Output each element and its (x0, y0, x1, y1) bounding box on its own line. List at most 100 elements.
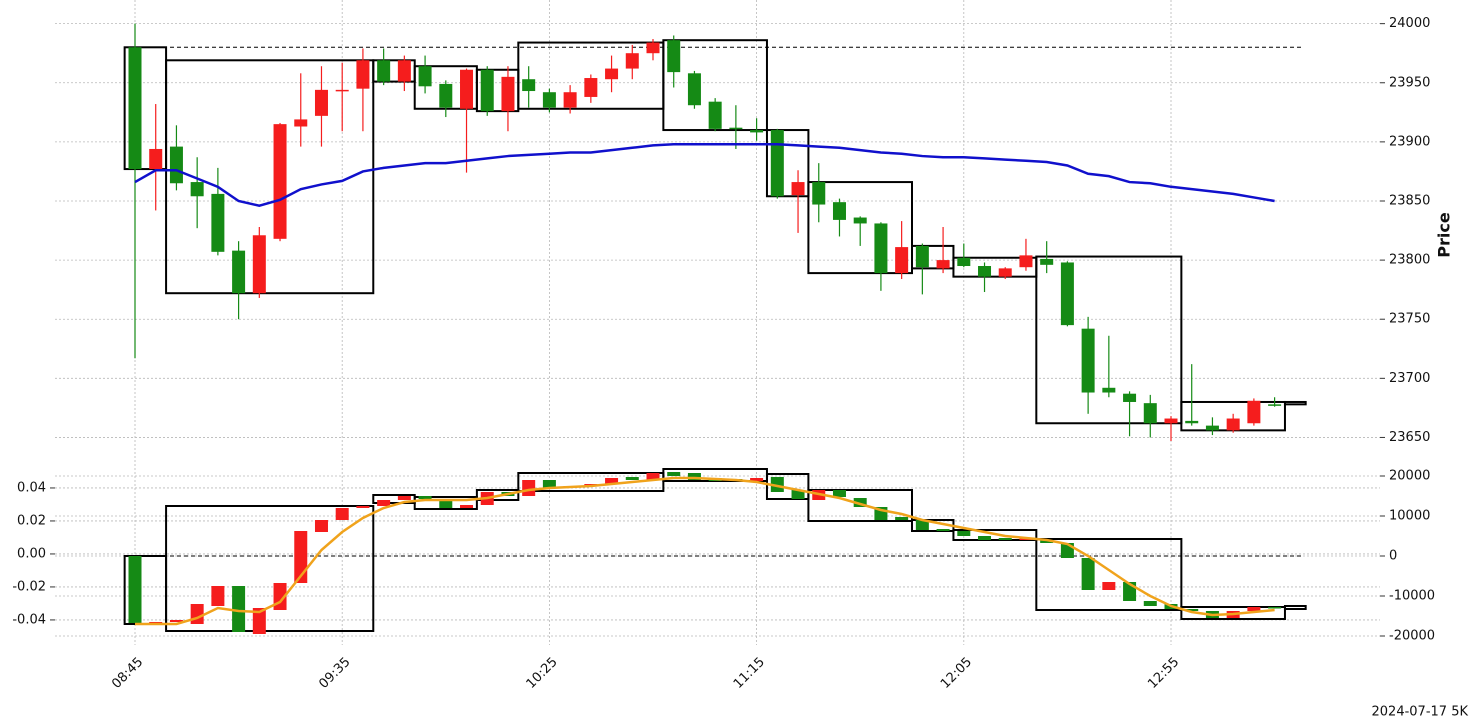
candle-body (625, 53, 639, 69)
candle-body (211, 193, 225, 252)
candle-body (936, 260, 950, 269)
y-tick-label: 10000 (1389, 509, 1430, 524)
y2-tick-label: 0.00 (17, 546, 46, 561)
candle-body (832, 490, 846, 497)
range-box (1283, 605, 1307, 610)
candle-body (397, 496, 411, 500)
candle-body (190, 182, 204, 197)
footer: 2024-07-17 5K (1372, 705, 1469, 720)
candle-body (1205, 425, 1219, 431)
candle-body (667, 40, 681, 73)
y-axis-label: Price (1435, 212, 1454, 258)
candle-body (915, 245, 929, 268)
range-box (475, 489, 520, 501)
candle-body (563, 92, 577, 108)
candle-body (978, 266, 992, 277)
candle-body (314, 520, 328, 532)
candle-body (812, 182, 826, 205)
y-tick-label: 0 (1389, 549, 1397, 564)
candle-body (750, 130, 764, 133)
candle-body (1185, 609, 1199, 611)
candle-body (646, 473, 660, 480)
candle-body (542, 92, 556, 108)
y-tick-label: -10000 (1389, 589, 1435, 604)
candle-body (895, 517, 909, 520)
candle-body (169, 146, 183, 184)
candle-body (1081, 328, 1095, 393)
candle-body (1019, 255, 1033, 268)
y-tick-label: 23800 (1389, 253, 1430, 268)
candle-body (542, 480, 556, 488)
candle-body (998, 268, 1012, 277)
candle-body (377, 60, 391, 82)
candle-body (377, 500, 391, 506)
candle-body (687, 73, 701, 106)
candle-body (1102, 582, 1116, 590)
candle-body (1040, 258, 1054, 265)
candle-body (169, 620, 183, 622)
y-tick-label: 23900 (1389, 134, 1430, 149)
average-line (134, 142, 1275, 208)
range-box (765, 129, 810, 198)
candle-body (211, 586, 225, 606)
average-line (135, 476, 1275, 626)
y-tick-label: 23650 (1389, 430, 1430, 445)
y2-tick-label: -0.04 (12, 612, 46, 627)
candle-body (273, 124, 287, 239)
y2-tick-label: 0.02 (17, 513, 46, 528)
y-tick-label: 24000 (1389, 16, 1430, 31)
candle-body (791, 182, 805, 196)
candle-body (584, 78, 598, 97)
candle-body (1226, 418, 1240, 431)
candle-body (356, 60, 370, 89)
candle-body (314, 89, 328, 116)
y2-tick-label: 0.04 (17, 480, 46, 495)
candle-body (1164, 418, 1178, 424)
candle-body (149, 148, 163, 170)
candle-body (232, 250, 246, 294)
range-box (1180, 606, 1286, 620)
y-tick-label: 23750 (1389, 312, 1430, 327)
candle-body (750, 478, 764, 481)
candle-body (1102, 387, 1116, 393)
candle-body (1040, 540, 1054, 543)
candle-body (895, 247, 909, 274)
candle-body (832, 202, 846, 220)
candle-body (957, 257, 971, 267)
candle-body (853, 498, 867, 507)
candle-body (522, 79, 536, 92)
y-tick-label: 20000 (1389, 469, 1430, 484)
candle-body (501, 76, 515, 112)
candle-body (522, 480, 536, 496)
candle-body (978, 536, 992, 540)
range-box (952, 529, 1038, 541)
candle-body (1268, 607, 1282, 609)
range-box (165, 59, 375, 295)
candle-body (770, 477, 784, 492)
range-box (413, 496, 478, 510)
y-tick-label: 23700 (1389, 371, 1430, 386)
candle-body (460, 69, 474, 109)
candle-body (252, 608, 266, 634)
candle-body (874, 223, 888, 274)
candle-body (1268, 404, 1282, 406)
range-box (165, 505, 375, 632)
candle-body (1143, 403, 1157, 424)
candle-body (480, 69, 494, 112)
range-box (807, 181, 914, 275)
candle-body (397, 60, 411, 82)
candle-body (936, 529, 950, 531)
candle-body (708, 101, 722, 129)
candle-body (1143, 601, 1157, 606)
x-tick-label: 12:55 (1145, 655, 1182, 692)
candle-body (418, 496, 432, 499)
candle-body (1185, 420, 1199, 424)
y2-tick-label: -0.02 (12, 579, 46, 594)
candle-body (1060, 262, 1074, 326)
range-box (807, 489, 914, 522)
x-tick-label: 09:35 (316, 655, 353, 692)
x-tick-label: 10:25 (524, 655, 561, 692)
candle-body (190, 604, 204, 624)
range-box (1035, 538, 1183, 611)
